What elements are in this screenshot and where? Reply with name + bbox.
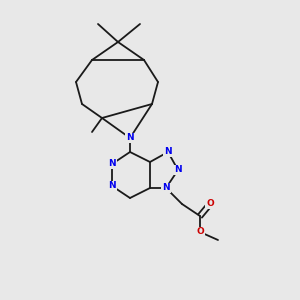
Text: N: N <box>108 160 116 169</box>
Text: N: N <box>174 166 182 175</box>
Text: O: O <box>206 200 214 208</box>
Text: N: N <box>162 184 170 193</box>
Text: N: N <box>108 182 116 190</box>
Text: O: O <box>196 227 204 236</box>
Text: N: N <box>164 148 172 157</box>
Text: N: N <box>126 134 134 142</box>
